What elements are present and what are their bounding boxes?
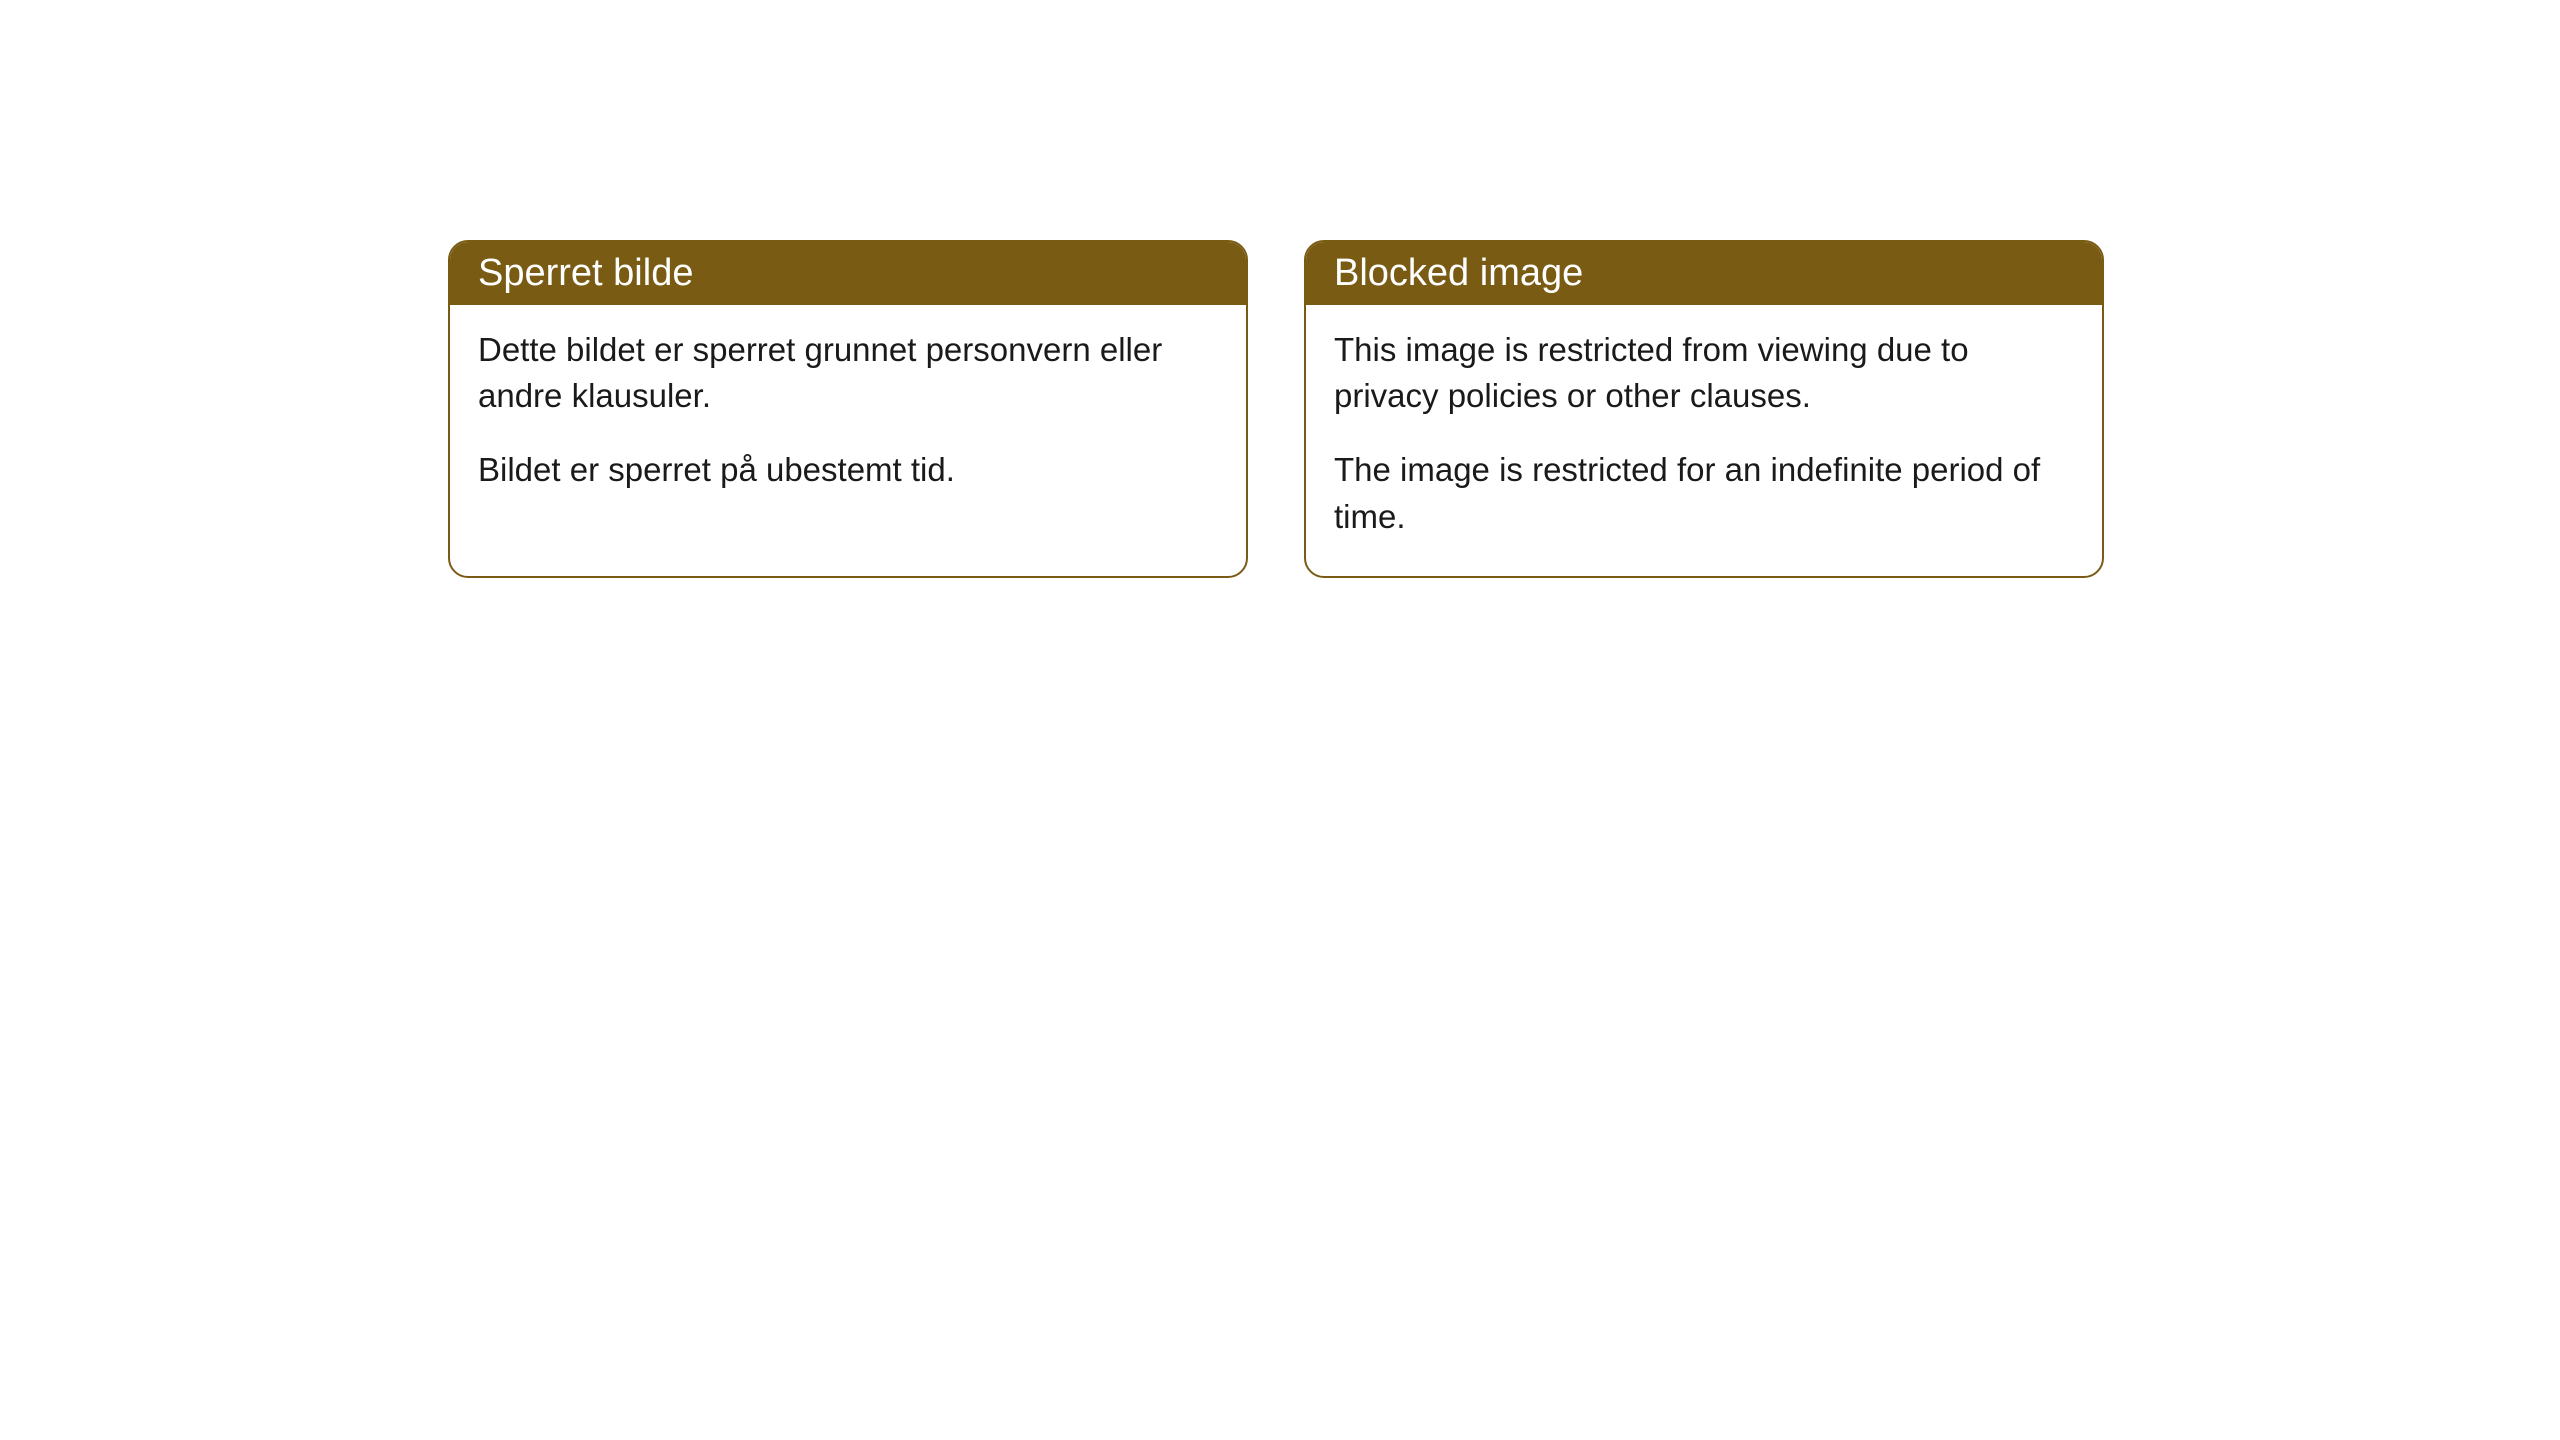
card-body: This image is restricted from viewing du…	[1306, 305, 2102, 576]
card-header: Blocked image	[1306, 242, 2102, 305]
card-body: Dette bildet er sperret grunnet personve…	[450, 305, 1246, 530]
blocked-image-card-norwegian: Sperret bilde Dette bildet er sperret gr…	[448, 240, 1248, 578]
cards-container: Sperret bilde Dette bildet er sperret gr…	[448, 240, 2104, 578]
card-header: Sperret bilde	[450, 242, 1246, 305]
card-paragraph: Bildet er sperret på ubestemt tid.	[478, 447, 1218, 493]
card-paragraph: This image is restricted from viewing du…	[1334, 327, 2074, 419]
card-paragraph: The image is restricted for an indefinit…	[1334, 447, 2074, 539]
card-title: Sperret bilde	[478, 252, 693, 294]
blocked-image-card-english: Blocked image This image is restricted f…	[1304, 240, 2104, 578]
card-paragraph: Dette bildet er sperret grunnet personve…	[478, 327, 1218, 419]
card-title: Blocked image	[1334, 252, 1583, 294]
